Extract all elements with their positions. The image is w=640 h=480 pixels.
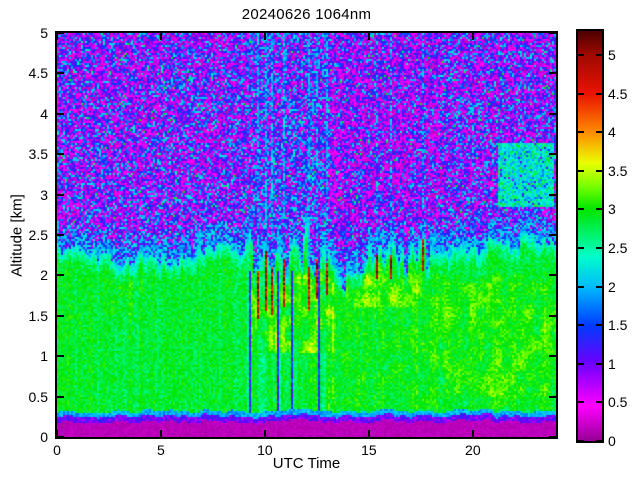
colorbar-tick [578,324,584,327]
colorbar-tick-label: 0 [608,433,616,449]
colorbar-tick [578,246,584,249]
colorbar-tick-label: 2.5 [608,239,628,256]
x-tick-top [56,33,58,40]
x-tick [263,430,266,437]
y-tick-label: 3 [40,186,48,203]
y-tick-label: 4.5 [28,65,48,82]
y-tick [57,274,64,277]
colorbar-tick-right [596,285,602,288]
y-tick-right [549,32,556,34]
colorbar-tick-right [596,362,602,365]
colorbar-tick-right [596,92,602,95]
colorbar-tick-label: 5 [608,46,616,63]
x-tick-top [471,33,474,40]
colorbar [578,31,602,441]
plot-title: 20240626 1064nm [241,6,372,23]
colorbar-tick-label: 4 [608,124,616,141]
colorbar-tick-label: 4.5 [608,85,628,102]
colorbar-tick [578,53,584,56]
colorbar-tick-label: 1.5 [608,317,628,334]
colorbar-tick [578,92,584,95]
colorbar-tick-right [596,246,602,249]
colorbar-box [576,29,604,443]
colorbar-tick-label: 3 [608,201,616,218]
y-tick [57,436,64,438]
y-tick-right [549,193,556,196]
y-tick-label: 1 [40,348,48,365]
y-tick-right [549,72,556,75]
y-tick-label: 0.5 [28,388,48,405]
x-tick-top [367,33,370,40]
heatmap-plot-area [57,33,556,437]
x-tick-label: 0 [53,442,61,458]
y-tick [57,32,64,34]
y-tick-label: 2.5 [28,227,48,243]
y-tick [57,234,64,236]
colorbar-tick [578,131,584,134]
colorbar-tick [578,285,584,288]
x-tick-label: 10 [257,442,273,458]
y-tick [57,355,64,358]
colorbar-tick-label: 1 [608,355,616,372]
colorbar-tick [578,169,584,172]
y-tick-right [549,436,556,438]
colorbar-tick-right [596,169,602,172]
x-tick [56,430,58,437]
colorbar-tick-right [596,208,602,211]
x-tick-top [263,33,266,40]
y-tick-right [549,314,556,317]
colorbar-tick [578,440,584,442]
x-tick [159,430,162,437]
axes-box [55,31,558,439]
y-tick-label: 3.5 [28,146,48,163]
x-tick [367,430,370,437]
y-tick-label: 4 [40,105,48,122]
y-tick-label: 0 [40,429,48,445]
y-tick-right [549,112,556,115]
y-tick-right [549,234,556,236]
y-tick [57,193,64,196]
colorbar-tick-label: 0.5 [608,394,628,411]
colorbar-tick [578,362,584,365]
x-tick-label: 20 [465,442,481,458]
x-axis-label: UTC Time [272,455,341,472]
y-tick-label: 5 [40,25,48,41]
colorbar-tick-right [596,53,602,56]
y-tick-right [549,395,556,398]
colorbar-tick-label: 2 [608,278,616,295]
colorbar-tick-right [596,401,602,404]
x-tick-label: 5 [157,442,165,458]
y-tick-label: 2 [40,267,48,284]
y-tick-right [549,355,556,358]
y-tick [57,395,64,398]
colorbar-tick-right [596,440,602,442]
y-tick-right [549,274,556,277]
x-tick-top [159,33,162,40]
colorbar-tick-right [596,131,602,134]
y-tick [57,314,64,317]
y-tick-label: 1.5 [28,307,48,324]
colorbar-tick [578,208,584,211]
y-tick [57,112,64,115]
colorbar-tick [578,401,584,404]
y-tick-right [549,153,556,156]
y-tick [57,72,64,75]
x-tick [471,430,474,437]
colorbar-tick-right [596,324,602,327]
x-tick-label: 15 [361,442,377,458]
colorbar-tick-label: 3.5 [608,162,628,179]
y-tick [57,153,64,156]
